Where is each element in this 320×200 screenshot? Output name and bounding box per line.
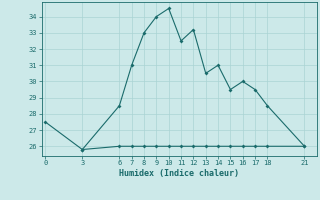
X-axis label: Humidex (Indice chaleur): Humidex (Indice chaleur)	[119, 169, 239, 178]
